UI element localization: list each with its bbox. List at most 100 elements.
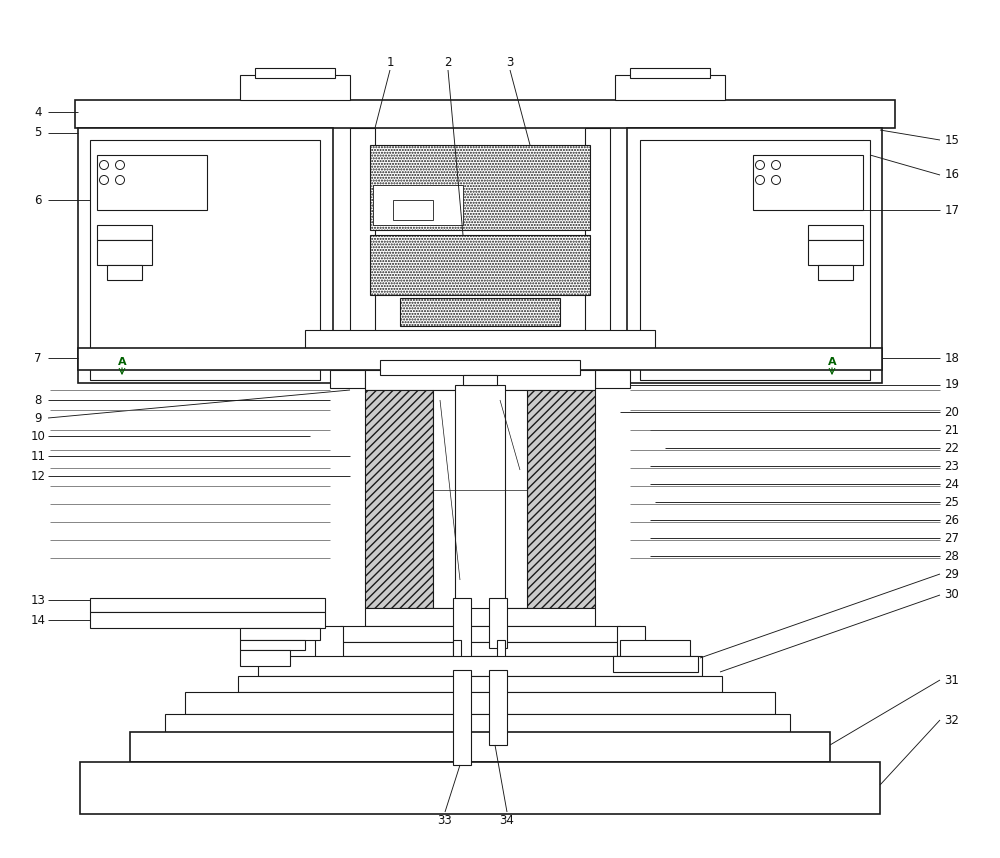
Text: 8: 8 — [34, 394, 42, 407]
Bar — [80, 762, 880, 814]
Bar — [130, 732, 830, 762]
Text: 34: 34 — [500, 813, 514, 826]
Bar — [240, 75, 350, 100]
Text: 25: 25 — [945, 496, 959, 509]
Bar — [78, 348, 882, 370]
Bar — [380, 360, 580, 375]
Bar — [75, 100, 895, 128]
Text: 14: 14 — [30, 613, 46, 626]
Circle shape — [772, 176, 780, 184]
Bar — [365, 370, 595, 390]
Text: 10: 10 — [31, 430, 45, 443]
Circle shape — [100, 160, 108, 170]
Bar — [107, 265, 142, 280]
Bar — [240, 628, 320, 640]
Bar — [305, 330, 655, 348]
Bar — [455, 385, 505, 613]
Bar — [90, 598, 325, 612]
Bar — [365, 390, 433, 608]
Bar — [489, 598, 507, 648]
Bar — [627, 128, 882, 383]
Bar — [97, 225, 152, 240]
Text: 30: 30 — [945, 589, 959, 601]
Bar — [753, 155, 863, 210]
Bar — [640, 140, 870, 380]
Bar — [808, 240, 863, 265]
Circle shape — [756, 176, 765, 184]
Bar — [373, 185, 463, 225]
Text: 22: 22 — [944, 442, 960, 455]
Bar — [330, 370, 365, 388]
Text: 32: 32 — [945, 714, 959, 727]
Circle shape — [772, 160, 780, 170]
Text: 19: 19 — [944, 378, 960, 391]
Text: 2: 2 — [444, 56, 452, 69]
Text: 26: 26 — [944, 513, 960, 527]
Text: 6: 6 — [34, 194, 42, 207]
Bar — [808, 225, 863, 240]
Text: 11: 11 — [30, 450, 46, 462]
Bar — [818, 265, 853, 280]
Bar — [370, 235, 590, 295]
Text: 13: 13 — [31, 594, 45, 607]
Bar — [90, 140, 320, 380]
Bar — [620, 640, 690, 656]
Bar — [393, 200, 433, 220]
Bar — [615, 75, 725, 100]
Bar — [365, 608, 595, 626]
Text: 20: 20 — [945, 406, 959, 419]
Bar — [453, 640, 461, 660]
Bar — [463, 375, 497, 385]
Bar — [97, 155, 207, 210]
Text: 33: 33 — [438, 813, 452, 826]
Bar — [240, 640, 305, 650]
Bar — [97, 240, 152, 265]
Circle shape — [756, 160, 765, 170]
Text: 18: 18 — [945, 352, 959, 365]
Bar — [185, 692, 775, 714]
Text: 24: 24 — [944, 478, 960, 491]
Bar — [90, 612, 325, 628]
Text: A: A — [828, 357, 836, 367]
Circle shape — [116, 176, 124, 184]
Text: 23: 23 — [945, 460, 959, 473]
Text: 29: 29 — [944, 567, 960, 581]
Bar — [453, 670, 471, 765]
Bar — [350, 128, 375, 338]
Text: 27: 27 — [944, 531, 960, 545]
Bar — [433, 390, 527, 608]
Text: 7: 7 — [34, 352, 42, 365]
Text: 21: 21 — [944, 424, 960, 437]
Bar — [497, 640, 505, 660]
Bar — [453, 598, 471, 670]
Bar — [255, 68, 335, 78]
Bar — [585, 128, 610, 338]
Text: 5: 5 — [34, 126, 42, 140]
Bar — [165, 714, 790, 732]
Text: 9: 9 — [34, 412, 42, 425]
Bar — [613, 656, 698, 672]
Bar — [489, 670, 507, 745]
Text: 4: 4 — [34, 106, 42, 118]
Bar — [617, 626, 645, 658]
Text: 31: 31 — [945, 674, 959, 686]
Bar — [258, 656, 702, 676]
Text: 1: 1 — [386, 56, 394, 69]
Bar — [400, 298, 560, 326]
Bar — [315, 626, 343, 658]
Text: 3: 3 — [506, 56, 514, 69]
Bar — [340, 626, 620, 642]
Text: 28: 28 — [945, 549, 959, 563]
Circle shape — [116, 160, 124, 170]
Text: 17: 17 — [944, 203, 960, 216]
Bar — [325, 642, 635, 656]
Bar — [595, 370, 630, 388]
Bar — [527, 390, 595, 608]
Text: A: A — [118, 357, 126, 367]
Bar — [240, 650, 290, 666]
Bar — [238, 676, 722, 692]
Circle shape — [100, 176, 108, 184]
Bar — [78, 128, 333, 383]
Text: 12: 12 — [30, 469, 46, 482]
Bar — [630, 68, 710, 78]
